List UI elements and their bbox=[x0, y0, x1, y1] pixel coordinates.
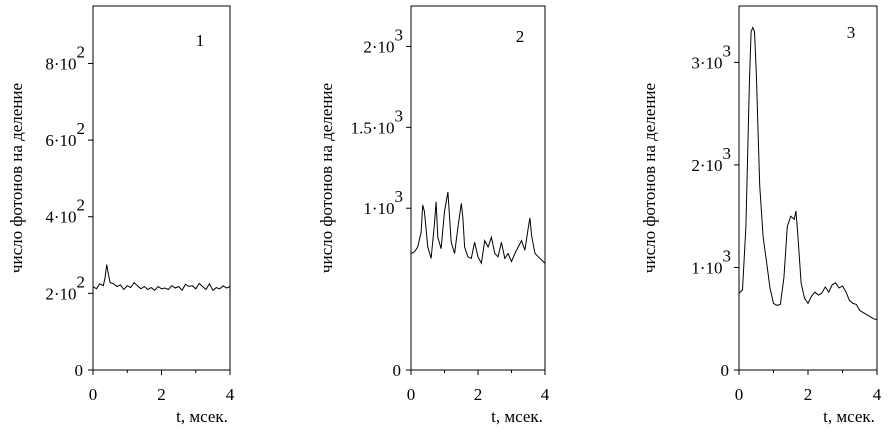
panel-number: 3 bbox=[847, 23, 856, 42]
x-tick-label: 2 bbox=[474, 385, 483, 404]
y-tick-mantissa: 1·10 bbox=[691, 258, 722, 277]
y-tick-label: 0 bbox=[721, 361, 730, 380]
y-tick-label: 3·103 bbox=[691, 41, 731, 72]
y-tick-exponent: 3 bbox=[395, 106, 404, 125]
y-tick-mantissa: 0 bbox=[721, 361, 730, 380]
x-axis-label: t, мсек. bbox=[823, 407, 875, 426]
y-axis-label: число фотонов на деление bbox=[317, 83, 336, 273]
y-tick-exponent: 3 bbox=[395, 187, 404, 206]
y-tick-label: 0 bbox=[75, 361, 84, 380]
y-tick-exponent: 2 bbox=[77, 272, 86, 291]
plot-frame bbox=[92, 5, 231, 371]
x-tick-label: 4 bbox=[873, 385, 882, 404]
series-line bbox=[92, 264, 231, 292]
y-tick-mantissa: 0 bbox=[393, 361, 402, 380]
y-tick-label: 2·103 bbox=[691, 144, 731, 175]
x-axis-label: t, мсек. bbox=[491, 407, 543, 426]
y-tick-exponent: 3 bbox=[723, 41, 732, 60]
y-tick-exponent: 2 bbox=[77, 119, 86, 138]
series-line bbox=[410, 191, 546, 265]
y-tick-mantissa: 0 bbox=[75, 361, 84, 380]
y-tick-mantissa: 1·10 bbox=[363, 199, 394, 218]
x-tick-label: 2 bbox=[804, 385, 813, 404]
y-axis-label: число фотонов на деление bbox=[7, 83, 26, 273]
y-tick-exponent: 3 bbox=[395, 25, 404, 44]
y-tick-label: 1·103 bbox=[363, 187, 403, 218]
y-tick-label: 1·103 bbox=[691, 246, 731, 277]
x-axis-label: t, мсек. bbox=[176, 407, 228, 426]
y-tick-label: 0 bbox=[393, 361, 402, 380]
series-line bbox=[738, 26, 878, 321]
y-tick-mantissa: 2·10 bbox=[363, 37, 394, 56]
y-tick-label: 2·102 bbox=[45, 272, 85, 303]
x-tick-label: 0 bbox=[735, 385, 744, 404]
x-tick-label: 0 bbox=[407, 385, 416, 404]
y-tick-label: 2·103 bbox=[363, 25, 403, 56]
y-tick-label: 6·102 bbox=[45, 119, 85, 150]
y-tick-label: 4·102 bbox=[45, 196, 85, 227]
y-tick-mantissa: 3·10 bbox=[691, 53, 722, 72]
x-tick-label: 0 bbox=[89, 385, 98, 404]
panel-number: 1 bbox=[196, 31, 205, 50]
y-tick-exponent: 2 bbox=[77, 196, 86, 215]
y-tick-exponent: 3 bbox=[723, 144, 732, 163]
y-tick-exponent: 2 bbox=[77, 42, 86, 61]
panel-number: 2 bbox=[516, 27, 525, 46]
y-tick-mantissa: 6·10 bbox=[45, 131, 76, 150]
y-tick-mantissa: 2·10 bbox=[691, 156, 722, 175]
y-tick-exponent: 3 bbox=[723, 246, 732, 265]
y-tick-mantissa: 1.5·10 bbox=[351, 118, 395, 137]
x-tick-label: 4 bbox=[541, 385, 550, 404]
y-tick-mantissa: 4·10 bbox=[45, 208, 76, 227]
y-tick-label: 1.5·103 bbox=[351, 106, 403, 137]
x-tick-label: 4 bbox=[226, 385, 235, 404]
y-tick-mantissa: 2·10 bbox=[45, 284, 76, 303]
y-tick-label: 8·102 bbox=[45, 42, 85, 73]
y-tick-mantissa: 8·10 bbox=[45, 54, 76, 73]
y-axis-label: число фотонов на деление bbox=[640, 83, 659, 273]
plot-frame bbox=[410, 5, 546, 371]
x-tick-label: 2 bbox=[157, 385, 166, 404]
